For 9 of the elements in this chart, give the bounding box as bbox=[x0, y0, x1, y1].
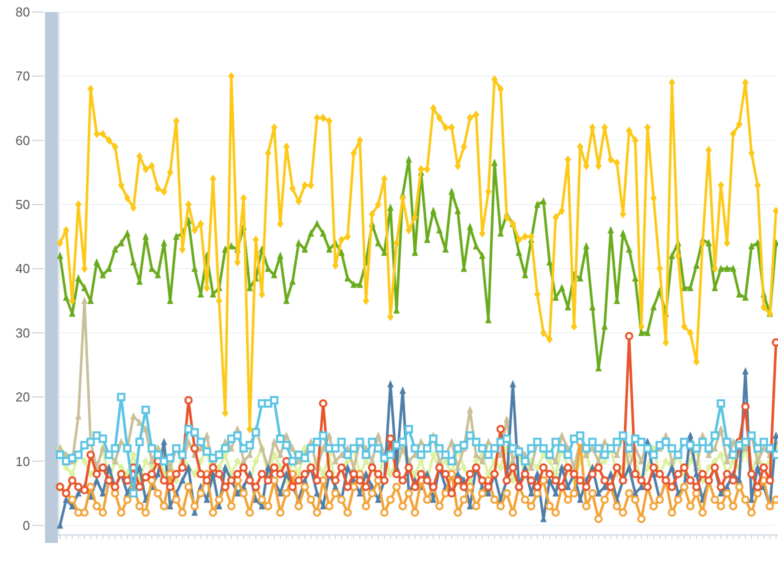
y-tick-label: 10 bbox=[16, 454, 30, 469]
y-tick-label: 20 bbox=[16, 390, 30, 405]
y-tick-label: 80 bbox=[16, 4, 30, 20]
y-tick-label: 30 bbox=[16, 325, 30, 340]
y-tick-label: 40 bbox=[16, 261, 30, 276]
y-tick-label: 0 bbox=[22, 518, 30, 533]
y-tick-label: 60 bbox=[16, 132, 30, 148]
y-tick-label: 50 bbox=[16, 197, 30, 212]
y-tick-label: 70 bbox=[16, 68, 30, 84]
